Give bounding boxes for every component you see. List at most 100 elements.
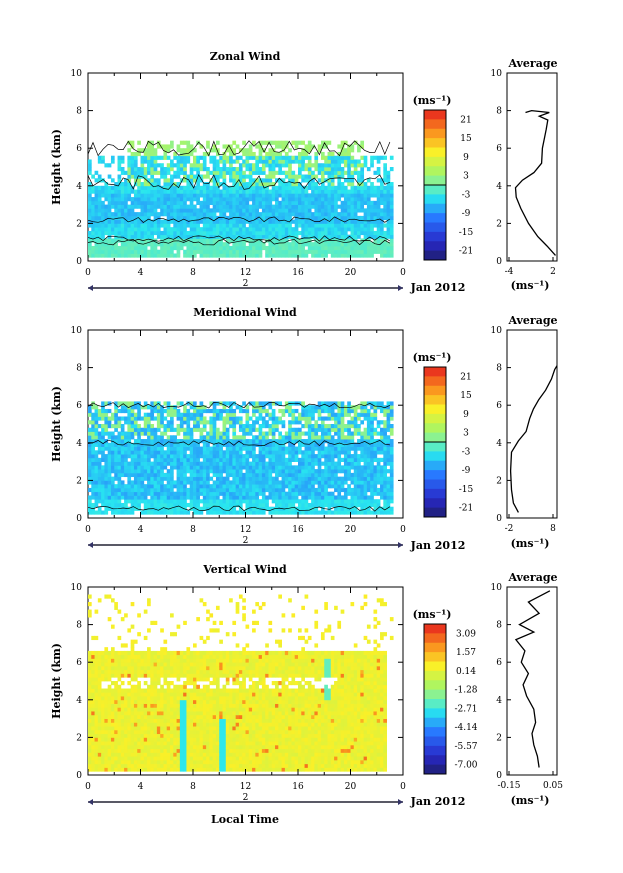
heatmap-cell: [252, 457, 256, 462]
heatmap-cell: [353, 208, 358, 213]
heatmap-cell: [150, 412, 155, 417]
heatmap-cell: [107, 185, 112, 190]
heatmap-cell: [248, 439, 253, 444]
heatmap-cell: [261, 472, 266, 478]
heatmap-cell: [130, 234, 135, 239]
heatmap-cell: [288, 185, 292, 190]
heatmap-cell: [173, 480, 177, 485]
heatmap-cell: [120, 431, 125, 436]
heatmap-cell: [206, 219, 210, 224]
heatmap-cell: [163, 208, 168, 213]
heatmap-cell: [291, 249, 296, 254]
heatmap-cell: [120, 408, 125, 414]
heatmap-cell: [173, 408, 177, 414]
heatmap-cell: [357, 178, 361, 183]
heatmap-cell: [343, 238, 348, 243]
heatmap-cell: [202, 439, 207, 444]
heatmap-cell: [104, 491, 109, 496]
heatmap-cell: [183, 427, 187, 432]
heatmap-cell: [288, 212, 292, 217]
heatmap-cell: [140, 416, 145, 421]
heatmap-cell: [386, 204, 391, 209]
heatmap-cell: [199, 480, 204, 485]
heatmap-cell: [265, 234, 269, 239]
heatmap-cell: [386, 197, 391, 202]
heatmap-cell: [291, 506, 296, 511]
heatmap-cell: [212, 412, 217, 417]
heatmap-cell: [330, 170, 335, 175]
heatmap-cell: [265, 174, 269, 179]
colorbar-segment: [424, 213, 446, 223]
heatmap-cell: [193, 502, 197, 508]
heatmap-cell: [114, 245, 118, 251]
heatmap-cell: [137, 499, 141, 504]
heatmap-cell: [350, 510, 355, 515]
heatmap-cell: [130, 405, 135, 410]
heatmap-cell: [225, 238, 230, 243]
heatmap-cell: [225, 200, 230, 205]
heatmap-cell: [353, 487, 358, 493]
heatmap-cell: [360, 465, 365, 470]
heatmap-cell: [147, 510, 151, 515]
heatmap-cell: [222, 424, 227, 429]
heatmap-cell: [357, 185, 361, 190]
heatmap-cell: [173, 238, 177, 243]
heatmap-cell: [107, 208, 112, 213]
heatmap-cell: [120, 484, 125, 489]
heatmap-cell: [255, 487, 260, 493]
heatmap-cell: [219, 491, 223, 496]
heatmap-cell: [170, 163, 174, 168]
heatmap-cell: [235, 439, 240, 444]
heatmap-cell: [229, 487, 233, 493]
heatmap-cell: [179, 476, 184, 481]
heatmap-cell: [324, 223, 328, 228]
heatmap-cell: [225, 249, 230, 254]
heatmap-cell: [373, 506, 378, 511]
heatmap-cell: [357, 200, 361, 205]
heatmap-cell: [298, 193, 302, 198]
heatmap-cell: [370, 230, 374, 236]
heatmap-cell: [343, 227, 348, 232]
heatmap-cell: [193, 174, 197, 179]
heatmap-cell: [278, 159, 282, 164]
heatmap-cell: [137, 487, 141, 493]
heatmap-cell: [137, 230, 141, 236]
heatmap-cell: [147, 189, 151, 194]
heatmap-cell: [143, 245, 148, 251]
heatmap-cell: [107, 506, 112, 511]
heatmap-cell: [275, 506, 279, 511]
heatmap-cell: [104, 223, 109, 228]
heatmap-cell: [245, 253, 250, 258]
heatmap-cell: [238, 502, 243, 508]
y-tick-label: 4: [76, 439, 82, 449]
heatmap-cell: [360, 227, 365, 232]
heatmap-cell: [209, 200, 214, 205]
heatmap-cell: [298, 457, 302, 462]
heatmap-cell: [170, 424, 174, 429]
heatmap-cell: [281, 159, 286, 164]
heatmap-cell: [140, 465, 145, 470]
heatmap-cell: [202, 502, 207, 508]
heatmap-cell: [101, 253, 105, 258]
heatmap-cell: [317, 442, 322, 447]
heatmap-cell: [245, 439, 250, 444]
heatmap-cell: [212, 510, 217, 515]
heatmap-cell: [265, 245, 269, 251]
heatmap-cell: [311, 405, 315, 410]
heatmap-cell: [156, 491, 161, 496]
heatmap-cell: [235, 499, 240, 504]
heatmap-cell: [202, 230, 207, 236]
heatmap-cell: [150, 212, 155, 217]
heatmap-cell: [140, 484, 145, 489]
heatmap-cell: [206, 454, 210, 459]
heatmap-cell: [386, 420, 391, 425]
heatmap-cell: [311, 178, 315, 183]
heatmap-cell: [245, 469, 250, 474]
heatmap-cell: [114, 435, 118, 440]
heatmap-cell: [137, 200, 141, 205]
heatmap-cell: [222, 174, 227, 179]
heatmap-cell: [212, 424, 217, 429]
heatmap-cell: [265, 476, 269, 481]
heatmap-cell: [166, 487, 171, 493]
heatmap-cell: [304, 148, 309, 153]
